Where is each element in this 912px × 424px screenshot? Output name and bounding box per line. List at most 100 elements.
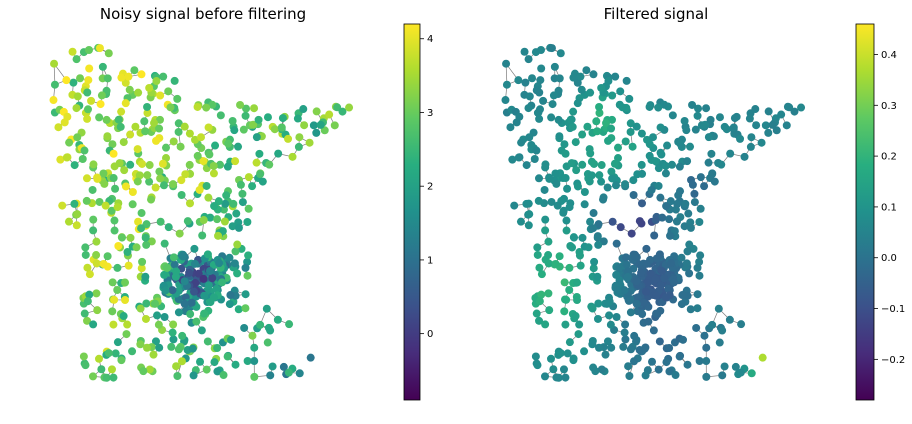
graph-node <box>185 268 194 277</box>
graph-node <box>607 343 616 352</box>
graph-node <box>559 365 568 374</box>
graph-node <box>537 270 546 279</box>
graph-node <box>654 181 663 190</box>
colorbar-tick-label: 0.4 <box>881 50 897 61</box>
graph-node <box>213 344 222 353</box>
graph-node <box>147 195 156 204</box>
graph-node <box>580 188 589 197</box>
graph-node <box>589 70 598 79</box>
graph-node <box>133 177 142 186</box>
graph-node <box>225 253 234 262</box>
graph-node <box>591 367 600 376</box>
graph-node <box>577 85 586 94</box>
graph-node <box>316 120 325 129</box>
graph-node <box>70 199 79 208</box>
graph-node <box>607 167 616 176</box>
graph-node <box>628 142 637 151</box>
graph-node <box>116 122 125 131</box>
graph-node <box>573 99 582 108</box>
graph-node <box>574 330 583 339</box>
graph-node <box>580 347 589 356</box>
graph-node <box>243 271 252 280</box>
graph-node <box>589 224 598 233</box>
graph-node <box>745 114 754 123</box>
graph-node <box>656 281 665 290</box>
graph-node <box>655 250 664 259</box>
graph-node <box>747 369 756 378</box>
graph-node <box>594 220 603 229</box>
graph-node <box>113 286 122 295</box>
graph-node <box>293 114 302 123</box>
graph-node <box>252 133 261 142</box>
graph-node <box>686 305 695 314</box>
graph-node <box>108 140 117 149</box>
graph-node <box>190 259 199 268</box>
graph-node <box>715 338 724 347</box>
graph-node <box>244 173 253 182</box>
graph-node <box>520 47 529 56</box>
graph-node <box>174 127 183 136</box>
graph-node <box>569 73 578 82</box>
graph-node <box>661 161 670 170</box>
graph-node <box>200 291 209 300</box>
graph-node <box>665 215 674 224</box>
graph-node <box>640 344 649 353</box>
graph-node <box>142 240 151 249</box>
graph-node <box>137 209 146 218</box>
graph-node <box>110 295 119 304</box>
graph-node <box>662 202 671 211</box>
graph-node <box>177 357 186 366</box>
graph-node <box>93 174 102 183</box>
graph-node <box>768 120 777 129</box>
graph-node <box>637 268 646 277</box>
graph-node <box>632 277 641 286</box>
graph-node <box>186 310 195 319</box>
graph-node <box>120 166 129 175</box>
graph-node <box>667 160 676 169</box>
graph-node <box>95 44 104 53</box>
graph-node <box>563 349 572 358</box>
graph-node <box>632 299 641 308</box>
graph-node <box>553 201 562 210</box>
graph-node <box>79 352 88 361</box>
graph-node <box>708 320 717 329</box>
graph-node <box>198 231 207 240</box>
graph-node <box>85 270 94 279</box>
graph-node <box>656 123 665 132</box>
graph-node <box>585 145 594 154</box>
graph-node <box>702 357 711 366</box>
graph-node <box>185 160 194 169</box>
graph-node <box>608 91 617 100</box>
graph-node <box>285 320 294 329</box>
graph-node <box>597 365 606 374</box>
graph-node <box>155 115 164 124</box>
graph-node <box>593 233 602 242</box>
graph-node <box>547 113 556 122</box>
graph-node <box>605 311 614 320</box>
graph-node <box>692 323 701 332</box>
graph-node <box>670 278 679 287</box>
graph-node <box>87 96 96 105</box>
graph-node <box>737 320 746 329</box>
graph-node <box>81 243 90 252</box>
graph-node <box>202 365 211 374</box>
graph-node <box>524 55 533 64</box>
graph-node <box>258 177 267 186</box>
graph-node <box>651 157 660 166</box>
graph-node <box>618 103 627 112</box>
graph-node <box>555 132 564 141</box>
graph-node <box>654 103 663 112</box>
graph-node <box>268 362 277 371</box>
graph-node <box>602 119 611 128</box>
graph-node <box>584 243 593 252</box>
graph-node <box>278 114 287 123</box>
graph-node <box>97 365 106 374</box>
graph-node <box>561 373 570 382</box>
graph-node <box>273 315 282 324</box>
graph-node <box>625 94 634 103</box>
graph-node <box>578 233 587 242</box>
graph-node <box>125 85 134 94</box>
graph-node <box>561 174 570 183</box>
graph-node <box>603 183 612 192</box>
graph-node <box>731 362 740 371</box>
